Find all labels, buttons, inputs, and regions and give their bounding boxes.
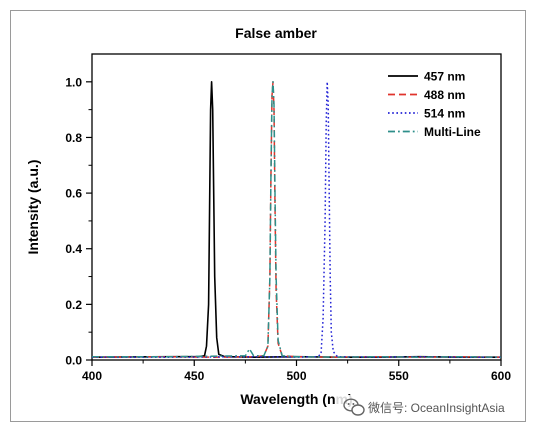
legend-label-1: 488 nm	[424, 88, 465, 102]
watermark: 微信号: OceanInsightAsia	[336, 395, 524, 419]
series-layer	[91, 81, 502, 359]
y-tick-label: 0.8	[65, 131, 82, 145]
legend: 457 nm 488 nm 514 nm Multi-Line	[388, 70, 481, 139]
series-line-3	[92, 81, 502, 358]
legend-label-2: 514 nm	[424, 107, 465, 121]
plot-border	[91, 53, 502, 361]
x-tick-label: 450	[184, 369, 204, 383]
x-tick-label: 600	[491, 369, 511, 383]
series-line-2	[92, 81, 501, 358]
watermark-background	[336, 395, 524, 419]
wechat-icon	[343, 398, 365, 416]
x-tick-label: 400	[82, 369, 102, 383]
legend-label-3: Multi-Line	[424, 125, 481, 139]
plot-area	[91, 53, 502, 361]
y-tick-label: 0.6	[65, 187, 82, 201]
x-tick-label: 500	[286, 369, 306, 383]
y-tick-label: 1.0	[65, 75, 82, 89]
watermark-text: 微信号: OceanInsightAsia	[368, 401, 505, 415]
y-tick-label: 0.2	[65, 298, 82, 312]
legend-label-0: 457 nm	[424, 70, 465, 84]
x-tick-label: 550	[389, 369, 409, 383]
y-tick-label: 0.4	[65, 242, 82, 256]
chart-title: False amber	[235, 25, 317, 41]
x-axis-label: Wavelength (nm)	[240, 391, 352, 407]
y-axis-label: Intensity (a.u.)	[25, 160, 41, 255]
y-tick-label: 0.0	[65, 354, 82, 368]
ticks-layer: 400 450 500 550 600 0.0 0.2 0.4 0.6 0.8 1.0	[65, 75, 511, 383]
